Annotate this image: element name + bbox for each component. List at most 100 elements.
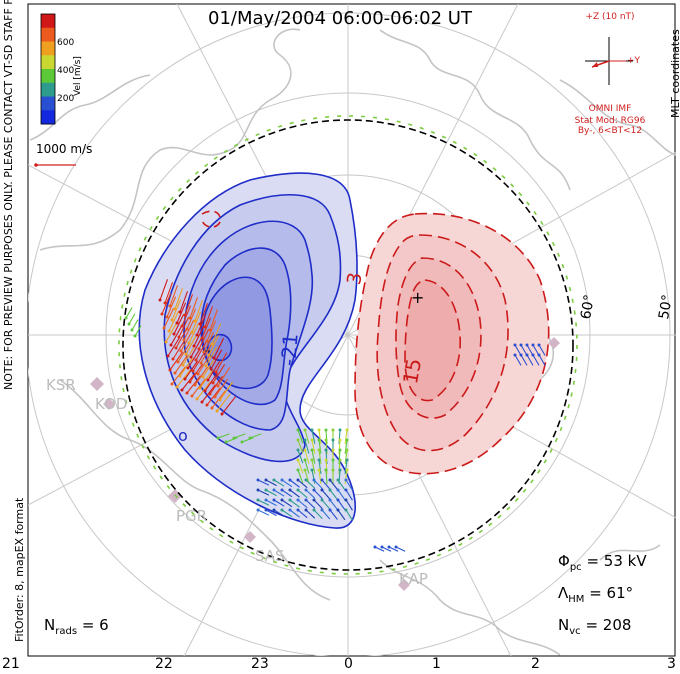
velocity-vector-origin	[185, 391, 189, 395]
velocity-vector-origin	[272, 488, 276, 492]
velocity-vector	[176, 302, 187, 324]
velocity-vector	[305, 499, 316, 509]
velocity-vector-origin	[303, 448, 307, 452]
velocity-vector	[325, 469, 328, 485]
latitude-label-50: 50°	[656, 293, 677, 321]
velocity-vector	[167, 337, 181, 357]
velocity-vector	[311, 439, 316, 454]
velocity-vector-origin	[183, 313, 187, 317]
velocity-vector-origin	[317, 468, 321, 472]
velocity-vector	[345, 489, 353, 501]
velocity-vector-origin	[264, 478, 268, 482]
velocity-vector	[215, 352, 228, 373]
velocity-vector-origin	[513, 353, 517, 357]
velocity-vector-origin	[296, 478, 300, 482]
velocity-vector-origin	[338, 448, 342, 452]
velocity-vector	[311, 429, 316, 444]
velocity-vectors	[124, 279, 546, 552]
velocity-vector-origin	[345, 468, 349, 472]
velocity-vector	[207, 361, 221, 381]
imf-model: Stat Mod: RG96	[574, 116, 646, 126]
positive-potential-cell	[354, 212, 550, 475]
velocity-vector	[337, 499, 346, 511]
velocity-vector-origin	[519, 343, 523, 347]
velocity-vector-origin	[519, 353, 523, 357]
velocity-vector	[189, 297, 199, 319]
velocity-vector-origin	[214, 370, 218, 374]
velocity-vector-origin	[387, 545, 391, 549]
velocity-vector-origin	[240, 440, 244, 444]
velocity-vector-origin	[169, 343, 173, 347]
velocity-vector-origin	[193, 319, 197, 323]
page-title: 01/May/2004 06:00-06:02 UT	[208, 8, 472, 29]
velocity-vector-origin	[248, 436, 252, 440]
velocity-vector-origin	[204, 364, 208, 368]
velocity-vector	[203, 331, 215, 353]
velocity-vector	[182, 346, 196, 366]
velocity-vector-origin	[168, 368, 172, 372]
imf-y-label: +Y	[627, 56, 641, 66]
velocity-vector	[214, 378, 229, 398]
colorbar-tick: 200	[57, 94, 75, 104]
velocity-vector	[318, 459, 322, 474]
velocity-vector	[166, 296, 177, 318]
velocity-vector-origin	[133, 334, 137, 338]
velocity-vector-origin	[195, 333, 199, 337]
velocity-vector-origin	[172, 332, 176, 336]
velocity-vector-origin	[344, 508, 348, 512]
mlt-tick-3: 3	[667, 656, 676, 672]
velocity-vector	[164, 282, 174, 304]
velocity-vector-origin	[198, 322, 202, 326]
velocity-vector	[195, 340, 208, 361]
velocity-vector-origin	[224, 440, 228, 444]
station-label-kap: KAP	[399, 570, 428, 588]
velocity-vector	[206, 320, 217, 342]
velocity-vector-origin	[280, 478, 284, 482]
velocity-vector-origin	[312, 488, 316, 492]
velocity-vector	[175, 328, 188, 349]
velocity-vector	[345, 499, 353, 511]
velocity-vector	[257, 509, 270, 516]
colorbar-segment	[41, 55, 55, 70]
velocity-vector	[217, 433, 230, 439]
velocity-vector-origin	[272, 508, 276, 512]
pos-maximum-marker: +	[411, 288, 424, 307]
velocity-vector	[174, 288, 184, 310]
velocity-vector	[168, 310, 180, 332]
velocity-vector	[233, 433, 246, 439]
velocity-vector-origin	[280, 508, 284, 512]
velocity-vector-origin	[320, 498, 324, 502]
stat-lambda-hm: ΛHM = 61°	[558, 584, 634, 605]
velocity-vector	[514, 354, 522, 366]
velocity-vector-origin	[205, 339, 209, 343]
velocity-vector-origin	[173, 307, 177, 311]
velocity-vector	[304, 449, 310, 464]
velocity-vector-origin	[163, 301, 167, 305]
velocity-vector-origin	[344, 498, 348, 502]
velocity-vector-origin	[303, 468, 307, 472]
velocity-vector	[125, 307, 133, 319]
velocity-vector-origin	[317, 458, 321, 462]
velocity-vector-origin	[202, 350, 206, 354]
velocity-vector	[538, 354, 546, 366]
velocity-vector	[180, 331, 193, 352]
velocity-vector	[337, 479, 346, 491]
velocity-vector	[205, 346, 218, 367]
velocity-vector	[325, 459, 328, 475]
velocity-vector	[344, 439, 348, 454]
velocity-vector	[184, 294, 194, 316]
velocity-vector-origin	[296, 438, 300, 442]
velocity-vector	[381, 546, 392, 552]
velocity-vector	[321, 509, 331, 520]
stat-phi-pc: Φpc = 53 kV	[558, 552, 647, 573]
velocity-vector-origin	[178, 310, 182, 314]
velocity-vector	[297, 439, 304, 454]
velocity-vector-origin	[220, 412, 224, 416]
velocity-vector	[249, 433, 262, 439]
velocity-vector-origin	[190, 330, 194, 334]
stat-n-vc: Nvc = 208	[558, 616, 632, 637]
velocity-vector-origin	[336, 488, 340, 492]
velocity-vector	[321, 499, 331, 510]
velocity-vector-origin	[256, 478, 260, 482]
velocity-vector-origin	[256, 508, 260, 512]
